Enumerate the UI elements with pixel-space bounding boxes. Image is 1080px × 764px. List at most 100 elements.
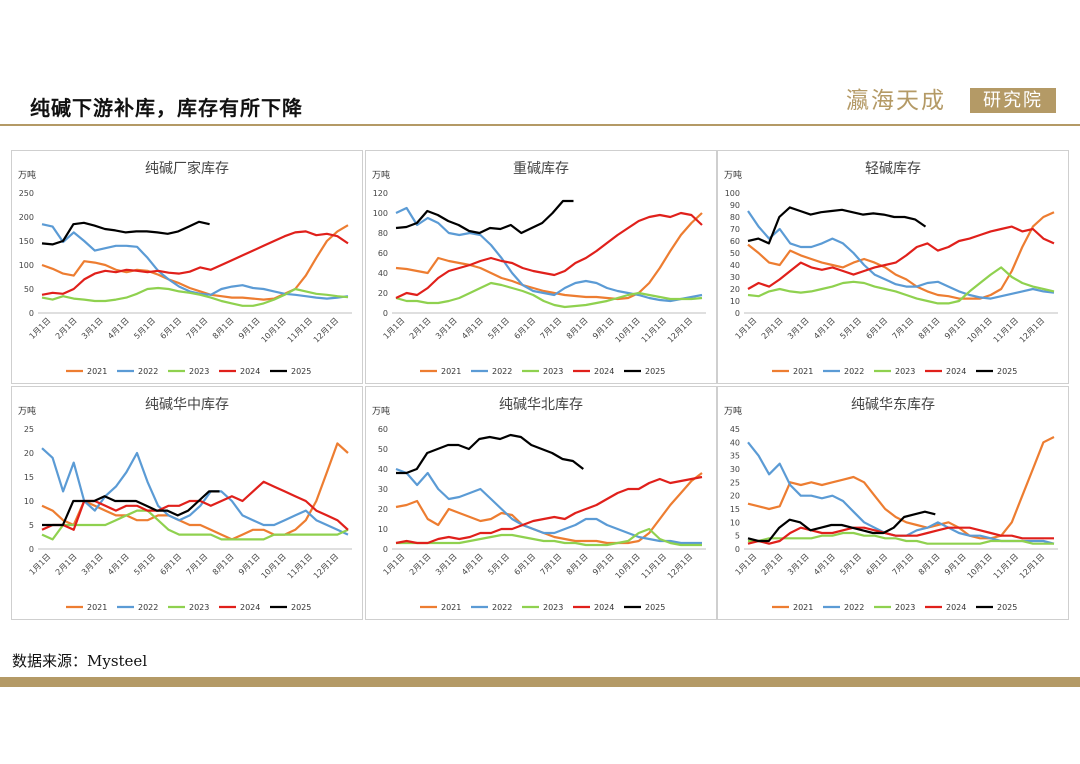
legend-label-2022: 2022 — [138, 367, 158, 376]
x-tick-label: 8月1日 — [211, 552, 236, 577]
series-line-2023 — [395, 281, 703, 309]
chart-panel-2: 重碱库存 万吨 0 20 40 60 80 100 120 1月1日 2月1日 3月1日 4月1日 5月1… — [365, 150, 717, 384]
y-tick-label: 0 — [29, 545, 34, 554]
y-tick-label: 15 — [24, 473, 34, 482]
x-tick-label: 7月1日 — [891, 552, 916, 577]
y-tick-label: 30 — [730, 273, 740, 282]
y-tick-label: 20 — [730, 285, 740, 294]
legend-label-2022: 2022 — [492, 603, 512, 612]
x-tick-label: 3月1日 — [434, 552, 459, 577]
legend-label-2021: 2021 — [87, 603, 107, 612]
legend-label-2021: 2021 — [793, 603, 813, 612]
y-tick-label: 30 — [378, 485, 388, 494]
y-tick-label: 20 — [378, 505, 388, 514]
x-tick-label: 4月1日 — [106, 552, 131, 577]
y-tick-label: 100 — [373, 209, 388, 218]
y-tick-label: 50 — [730, 249, 740, 258]
y-tick-label: 120 — [373, 189, 388, 198]
brand-logo: 瀛海天成 研究院 — [846, 86, 1056, 116]
x-tick-label: 3月1日 — [434, 316, 459, 341]
x-tick-label: 10月1日 — [260, 552, 288, 580]
x-tick-label: 2月1日 — [54, 552, 79, 577]
x-tick-label: 10月1日 — [966, 316, 994, 344]
y-tick-label: 30 — [730, 465, 740, 474]
y-tick-label: 50 — [378, 445, 388, 454]
chart-title: 轻碱库存 — [865, 161, 921, 177]
legend-label-2025: 2025 — [997, 603, 1017, 612]
x-tick-label: 6月1日 — [864, 552, 889, 577]
x-tick-label: 1月1日 — [734, 552, 759, 577]
chart-panel-4: 纯碱华中库存 万吨 0 5 10 15 20 25 1月1日 2月1日 3月1日 4月1日 5月1日 6月… — [11, 386, 363, 620]
series-line-2022 — [747, 210, 1055, 300]
x-tick-label: 6月1日 — [158, 552, 183, 577]
x-tick-label: 10月1日 — [614, 552, 642, 580]
series-line-2025 — [747, 510, 936, 543]
legend-label-2021: 2021 — [793, 367, 813, 376]
legend-label-2021: 2021 — [441, 603, 461, 612]
legend-label-2022: 2022 — [492, 367, 512, 376]
legend-label-2023: 2023 — [543, 603, 563, 612]
legend-label-2023: 2023 — [895, 367, 915, 376]
series-line-2021 — [41, 442, 349, 541]
series-line-2025 — [747, 206, 927, 245]
footer-bar — [0, 677, 1080, 687]
x-tick-label: 6月1日 — [512, 552, 537, 577]
unit-label: 万吨 — [18, 169, 36, 181]
y-tick-label: 20 — [378, 289, 388, 298]
x-tick-label: 7月1日 — [539, 552, 564, 577]
x-tick-label: 7月1日 — [539, 316, 564, 341]
y-tick-label: 10 — [730, 518, 740, 527]
y-tick-label: 60 — [378, 425, 388, 434]
series-line-2024 — [747, 225, 1055, 290]
legend-label-2022: 2022 — [844, 367, 864, 376]
y-tick-label: 90 — [730, 201, 740, 210]
x-tick-label: 1月1日 — [734, 316, 759, 341]
series-line-2021 — [41, 224, 349, 301]
y-tick-label: 60 — [378, 249, 388, 258]
x-tick-label: 6月1日 — [158, 316, 183, 341]
chart-title: 纯碱华北库存 — [499, 397, 583, 413]
y-tick-label: 5 — [29, 521, 34, 530]
x-tick-label: 2月1日 — [760, 316, 785, 341]
chart-panel-5: 纯碱华北库存 万吨 0 10 20 30 40 50 60 1月1日 2月1日 3月1日 4月1日 5月1… — [365, 386, 717, 620]
y-tick-label: 40 — [378, 269, 388, 278]
x-tick-label: 12月1日 — [1018, 552, 1046, 580]
chart-panel-6: 纯碱华东库存 万吨 0 5 10 15 20 25 30 35 40 45 1月1日 2月1日 3月1日 4月… — [717, 386, 1069, 620]
y-tick-label: 0 — [735, 309, 740, 318]
legend-label-2023: 2023 — [189, 367, 209, 376]
series-line-2024 — [395, 475, 703, 545]
y-tick-label: 5 — [735, 532, 740, 541]
legend-label-2023: 2023 — [895, 603, 915, 612]
y-tick-label: 25 — [730, 478, 740, 487]
series-line-2023 — [396, 527, 702, 547]
x-tick-label: 5月1日 — [132, 552, 157, 577]
y-tick-label: 80 — [378, 229, 388, 238]
x-tick-label: 9月1日 — [591, 552, 616, 577]
x-tick-label: 1月1日 — [382, 316, 407, 341]
series-line-2021 — [395, 212, 703, 301]
series-line-2023 — [41, 286, 349, 307]
chart-title: 重碱库存 — [513, 161, 569, 177]
brand-name: 瀛海天成 — [846, 88, 946, 114]
chart-title: 纯碱华中库存 — [145, 397, 229, 413]
x-tick-label: 12月1日 — [1018, 316, 1046, 344]
header-divider — [0, 124, 1080, 126]
x-tick-label: 3月1日 — [80, 316, 105, 341]
x-tick-label: 8月1日 — [917, 552, 942, 577]
x-tick-label: 4月1日 — [460, 552, 485, 577]
x-tick-label: 11月1日 — [286, 316, 314, 344]
x-tick-label: 2月1日 — [408, 316, 433, 341]
legend-label-2023: 2023 — [189, 603, 209, 612]
x-tick-label: 8月1日 — [917, 316, 942, 341]
legend-label-2025: 2025 — [291, 603, 311, 612]
page-title: 纯碱下游补库，库存有所下降 — [30, 96, 303, 120]
x-tick-label: 8月1日 — [565, 552, 590, 577]
series-line-2025 — [41, 220, 210, 246]
legend-label-2024: 2024 — [240, 603, 260, 612]
y-tick-label: 10 — [730, 297, 740, 306]
x-tick-label: 1月1日 — [382, 552, 407, 577]
unit-label: 万吨 — [372, 169, 390, 181]
series-line-2025 — [395, 199, 574, 235]
